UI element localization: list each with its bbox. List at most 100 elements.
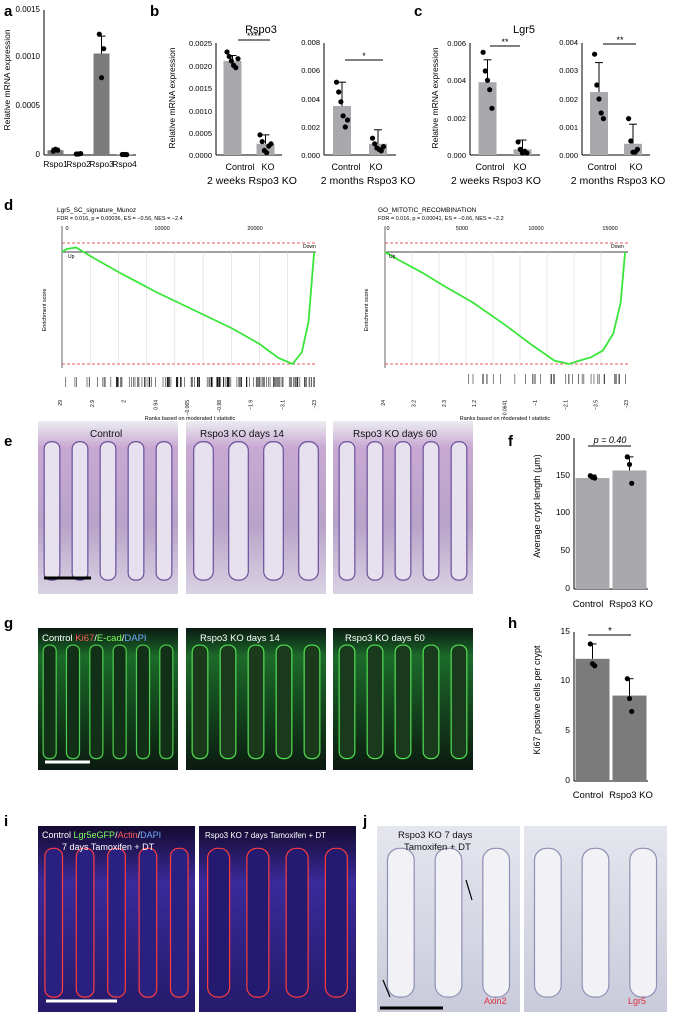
f-yticks: 0 50 100 150 200 — [556, 432, 570, 593]
b-right-caption: 2 months Rspo3 KO — [321, 175, 416, 187]
c-xcat-r1: KO — [629, 162, 642, 172]
point-1-1 — [626, 695, 633, 702]
he-control-crypt-0 — [43, 441, 61, 581]
c-left-sig: ** — [501, 37, 509, 47]
g-stain-ki67: Ki67 — [75, 633, 94, 644]
f-ytick-4: 200 — [556, 432, 570, 442]
point-3-2 — [124, 152, 130, 158]
point-1-1 — [259, 138, 265, 145]
panel-a-letter: a — [4, 3, 13, 20]
point-0-2 — [484, 77, 491, 83]
c-r-ytick-2: 0.002 — [559, 95, 578, 104]
h-yticks: 0 5 10 15 — [561, 626, 571, 785]
bar-2 — [93, 53, 110, 155]
if-d14-crypt-2 — [247, 644, 265, 760]
f-xcat-0: Control — [573, 599, 604, 610]
panel-b-letter: b — [150, 3, 159, 20]
i-label-actin: Actin — [118, 830, 138, 840]
i-right-label: Rspo3 KO 7 days Tamoxifen + DT — [205, 831, 326, 840]
bar-1 — [612, 695, 647, 781]
he-control-crypt-2 — [99, 441, 117, 581]
i-label-line1: Control Lgr5eGFP/Actin/DAPI — [42, 830, 161, 840]
h-ylabel: Ki67 positive cells per crypt — [532, 645, 542, 755]
he-d14-crypt-0 — [193, 441, 214, 581]
j-stain-right: Lgr5 — [628, 996, 646, 1006]
panel-f-letter: f — [508, 433, 514, 450]
he-d14-crypt-2 — [263, 441, 284, 581]
bar-0 — [590, 92, 608, 155]
if-control-crypt-0 — [42, 644, 57, 760]
point-0-5 — [235, 56, 241, 62]
d-right-xlabel: Ranks based on moderated t statistic — [460, 416, 551, 422]
point-0-4 — [342, 124, 348, 130]
e-label-0: Control — [90, 429, 122, 440]
f-ytick-1: 50 — [561, 545, 571, 555]
panel-i-letter: i — [4, 813, 8, 830]
panel-c-letter: c — [414, 3, 422, 20]
a-xcat-1: Rspo2 — [66, 159, 91, 169]
panel-c-title: Lgr5 — [513, 24, 535, 36]
panel-a-yticks: 0 0.0005 0.0010 0.0015 — [16, 5, 41, 159]
c-right-caption: 2 months Rspo3 KO — [571, 175, 666, 187]
point-0-1 — [226, 53, 232, 60]
c-left-caption: 2 weeks Rspo3 KO — [451, 175, 541, 187]
g-labels-stains: Control Ki67/E-cad/DAPI — [42, 633, 147, 644]
if-d14-crypt-0 — [191, 644, 209, 760]
gsea-curve — [61, 246, 315, 366]
panel-b-ylabel: Relative mRNA expression — [167, 47, 177, 148]
if-control-crypt-1 — [65, 644, 81, 760]
point-0-0 — [592, 51, 598, 57]
point-1-1 — [628, 138, 634, 144]
chart-b-left — [215, 43, 282, 156]
h-ytick-2: 10 — [561, 675, 571, 685]
c-xcat-l0: Control — [475, 162, 504, 172]
if-control-bg — [38, 628, 178, 770]
point-1-0 — [624, 454, 630, 460]
d-r-ttick-0: 0 — [386, 226, 389, 232]
chart-d-right — [384, 226, 628, 368]
d-right-ylabel: Enrichment score — [364, 289, 370, 332]
d-left-down: Down — [303, 244, 316, 250]
if-images — [38, 628, 473, 770]
point-0-5 — [344, 117, 351, 123]
chart-b-right — [323, 43, 396, 156]
c-r-ytick-4: 0.004 — [559, 38, 578, 47]
c-l-ytick-2: 0.004 — [447, 76, 466, 85]
if-control-crypt-5 — [159, 644, 174, 760]
point-0-0 — [333, 79, 340, 85]
point-0-2 — [592, 663, 598, 669]
h-ytick-3: 15 — [561, 626, 571, 636]
bar-0 — [575, 658, 610, 781]
c-xcat-l1: KO — [513, 162, 526, 172]
h-xcat-1: Rspo3 KO — [609, 790, 653, 801]
ish-lgr5-crypt-0 — [533, 847, 562, 998]
f-pval: p = 0.40 — [593, 435, 627, 445]
g-label-1: Rspo3 KO days 14 — [200, 633, 280, 644]
gsea-bottom-tick-4: −0.065 — [185, 400, 191, 416]
b-xcat-r0: Control — [331, 162, 360, 172]
lgr5-control-crypt-4 — [169, 847, 189, 998]
bar-0 — [333, 106, 351, 155]
he-d60-crypt-3 — [422, 441, 440, 581]
h-ytick-1: 5 — [565, 725, 570, 735]
point-1-3 — [264, 150, 270, 156]
point-0-2 — [55, 147, 61, 153]
gsea-bottom-tick-2: 2 — [122, 400, 128, 403]
e-label-1: Rspo3 KO days 14 — [200, 429, 284, 440]
lgr5-ko-crypt-3 — [324, 847, 348, 998]
panel-d-letter: d — [4, 197, 13, 214]
gsea-bottom-tick-8: −23 — [312, 400, 318, 409]
lgr5-images — [38, 826, 356, 1012]
d-left-title: Lgr5_SC_signature_Munoz — [57, 207, 136, 214]
panel-e-letter: e — [4, 433, 12, 450]
he-d60-crypt-0 — [338, 441, 356, 581]
point-1-2 — [78, 150, 84, 157]
b-l-ytick-1: 0.0005 — [189, 129, 212, 138]
d-r-ttick-2: 10000 — [528, 226, 543, 232]
bar-1 — [624, 143, 642, 155]
gsea-bottom-tick-0: 24 — [381, 400, 387, 406]
point-0-0 — [224, 49, 230, 55]
g-label-control: Control — [42, 633, 73, 644]
h-sig: * — [608, 626, 612, 637]
